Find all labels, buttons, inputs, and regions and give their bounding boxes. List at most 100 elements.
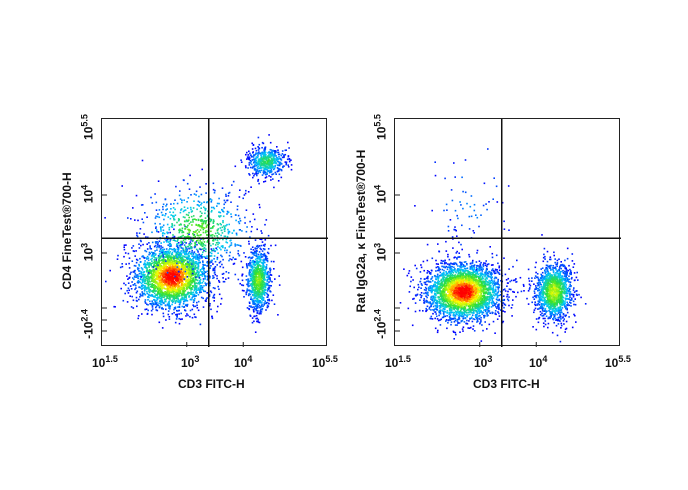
event-point [200, 238, 202, 240]
event-point [159, 303, 162, 306]
event-point [275, 158, 278, 161]
event-point [190, 275, 193, 277]
event-point [199, 280, 201, 282]
event-point [154, 250, 156, 252]
event-point [272, 294, 275, 296]
event-point [254, 147, 257, 150]
event-point [266, 280, 269, 282]
event-point [227, 277, 230, 279]
event-point [261, 146, 263, 149]
event-point [212, 226, 214, 229]
event-point [218, 233, 220, 235]
event-point [213, 267, 216, 269]
event-point [144, 274, 146, 276]
event-point [269, 278, 271, 281]
event-point [222, 220, 224, 222]
event-point [266, 304, 269, 307]
event-point [166, 297, 168, 299]
event-point [124, 284, 127, 286]
event-point [196, 249, 199, 252]
event-point [143, 257, 146, 259]
event-point [167, 241, 170, 243]
event-point [130, 271, 132, 274]
event-point [155, 226, 157, 228]
event-point [256, 247, 258, 250]
event-point [250, 290, 252, 292]
event-point [172, 277, 174, 280]
event-point [180, 244, 182, 246]
event-point [153, 296, 155, 298]
event-point [154, 262, 156, 264]
event-point [260, 261, 263, 264]
event-point [150, 258, 152, 261]
event-point [184, 309, 187, 312]
event-point [266, 167, 268, 169]
event-point [151, 254, 154, 257]
event-point [267, 170, 270, 172]
event-point [160, 259, 163, 262]
event-point [191, 255, 193, 257]
event-point [225, 193, 227, 196]
event-point [166, 267, 169, 269]
event-point [174, 262, 177, 264]
event-point [262, 166, 264, 169]
event-point [226, 249, 228, 252]
event-point [180, 267, 183, 269]
event-point [199, 210, 202, 213]
event-point [176, 289, 178, 291]
event-point [201, 273, 204, 275]
event-point [201, 266, 204, 269]
event-point [182, 286, 184, 289]
event-point [165, 205, 167, 207]
event-point [246, 156, 249, 158]
event-point [250, 160, 253, 163]
event-point [148, 253, 150, 256]
event-point [143, 233, 145, 235]
event-point [272, 149, 274, 152]
event-point [125, 263, 127, 265]
event-point [254, 250, 256, 253]
event-point [210, 206, 213, 209]
event-point [138, 272, 141, 275]
event-point [163, 283, 166, 285]
event-point [238, 196, 241, 198]
event-point [154, 253, 157, 255]
event-point [210, 219, 212, 221]
event-point [257, 281, 260, 284]
event-point [215, 242, 218, 244]
event-point [267, 160, 270, 162]
event-point [285, 162, 288, 165]
event-point [171, 259, 173, 261]
event-point [252, 290, 254, 293]
event-point [159, 302, 162, 304]
event-point [217, 232, 219, 234]
event-point [183, 199, 185, 201]
event-point [266, 271, 269, 274]
event-point [273, 162, 275, 164]
event-point [204, 244, 207, 247]
event-point [204, 209, 207, 212]
event-point [213, 269, 216, 271]
event-point [185, 276, 187, 279]
event-point [253, 261, 255, 264]
event-point [184, 228, 187, 230]
event-point [151, 284, 153, 286]
event-point [194, 268, 196, 270]
event-point [261, 293, 264, 296]
event-point [167, 284, 169, 286]
event-point [261, 298, 264, 300]
event-point [196, 282, 199, 285]
event-point [218, 281, 221, 283]
event-point [188, 211, 190, 214]
event-point [188, 260, 191, 262]
event-point [480, 266, 482, 268]
event-point [219, 247, 221, 249]
event-point [166, 208, 168, 210]
event-point [255, 270, 258, 273]
event-point [257, 310, 259, 312]
event-point [249, 314, 251, 317]
event-point [278, 173, 281, 176]
event-point [257, 253, 260, 256]
event-point [163, 284, 165, 286]
event-point [252, 155, 255, 158]
